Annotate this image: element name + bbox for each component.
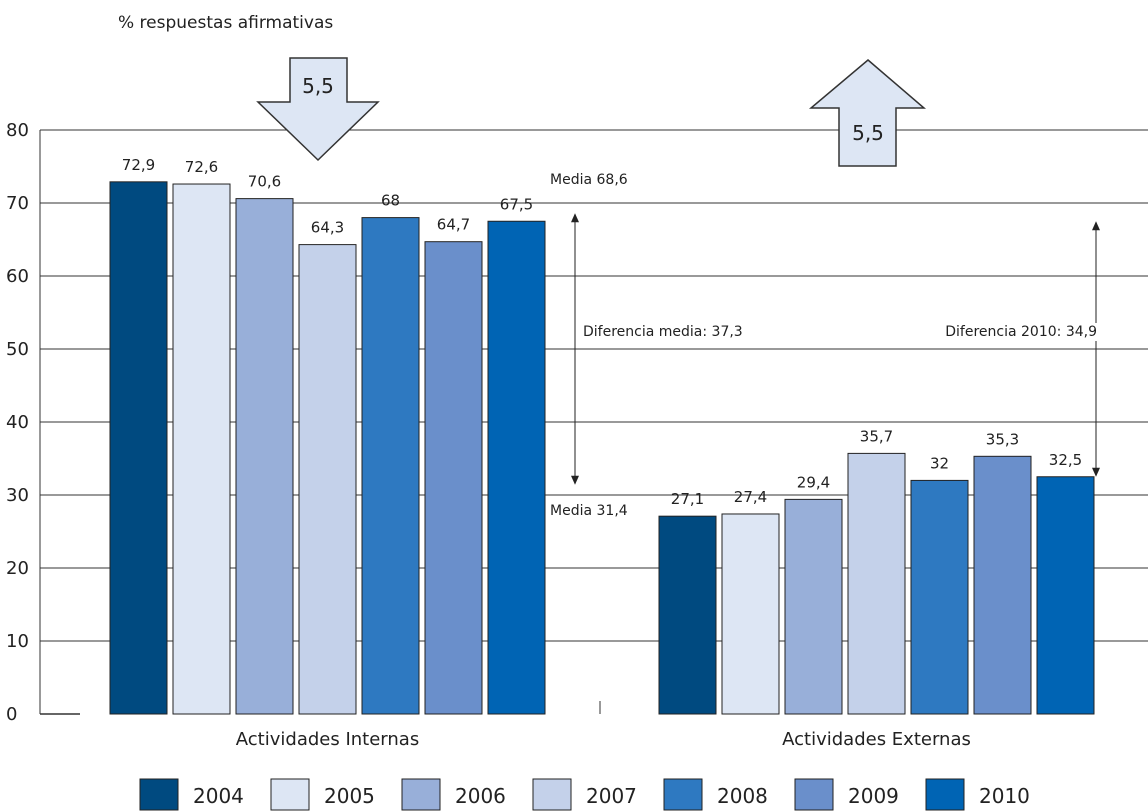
increase-arrow-label-bg: [849, 120, 887, 146]
bar-value-label: 27,1: [671, 490, 704, 508]
y-tick-label: 40: [6, 412, 29, 433]
y-tick-label: 50: [6, 339, 29, 360]
legend: 2004 2005 2006 2007 2008 2009 2010: [139, 778, 1030, 811]
legend-swatch-2009: [794, 778, 834, 811]
y-tick-label: 20: [6, 558, 29, 579]
reference-lines: Media 68,6 Media 31,4: [550, 172, 628, 519]
legend-label: 2005: [324, 784, 375, 808]
y-tick-label: 70: [6, 193, 29, 214]
legend-label: 2008: [717, 784, 768, 808]
legend-label: 2009: [848, 784, 899, 808]
bar-2007-1: [847, 452, 906, 715]
y-tick-label: 60: [6, 266, 29, 287]
bar-2010-1: [1036, 476, 1095, 715]
y-tick-label: 10: [6, 631, 29, 652]
legend-swatch-2010: [925, 778, 965, 811]
difference-label: Diferencia media: 37,3: [583, 324, 743, 340]
value-labels: 72,9 27,1 72,6 27,4 70,6 29,4 64,3 35,7 68 32 64,7…: [122, 156, 1082, 508]
bar-value-label: 27,4: [734, 488, 767, 506]
media-label-externas: Media 31,4: [550, 503, 628, 519]
bar-value-label: 29,4: [797, 473, 830, 491]
increase-arrow-icon: [808, 59, 927, 167]
bar-value-label: 32: [930, 454, 949, 472]
x-category-label: Actividades Internas: [236, 729, 419, 750]
y-axis-ticks: 0 10 20 30 40 50 60 70 80: [6, 120, 29, 725]
bar-2008-0: [361, 217, 420, 715]
bar-2004-1: [658, 515, 717, 715]
bar-2005-0: [172, 183, 231, 715]
bar-2009-0: [424, 241, 483, 715]
bar-2007-0: [298, 244, 357, 715]
arrowhead-up-icon: [1092, 221, 1100, 231]
legend-label: 2004: [193, 784, 244, 808]
decrease-arrow-label: 5,5: [302, 74, 334, 98]
bar-value-label: 35,3: [986, 430, 1019, 448]
bar-2010-0: [487, 220, 546, 715]
legend-swatch-2006: [401, 778, 441, 811]
legend-swatch-2005: [270, 778, 310, 811]
difference-label-bg: [580, 323, 746, 341]
bar-value-label: 32,5: [1049, 451, 1082, 469]
x-axis-categories: Actividades Internas Actividades Externas: [236, 729, 971, 750]
bar-value-label: 67,5: [500, 195, 533, 213]
increase-arrow-label: 5,5: [852, 121, 884, 145]
bar-value-label: 70,6: [248, 173, 281, 191]
bar-2006-1: [784, 498, 843, 715]
bar-2008-1: [910, 479, 969, 715]
x-category-label: Actividades Externas: [782, 729, 971, 750]
arrowhead-up-icon: [571, 213, 579, 223]
legend-swatch-2008: [663, 778, 703, 811]
bar-2004-0: [109, 181, 168, 715]
y-tick-label: 0: [6, 704, 17, 725]
bar-value-label: 72,9: [122, 156, 155, 174]
media-label-internas: Media 68,6: [550, 172, 628, 188]
legend-label: 2010: [979, 784, 1030, 808]
legend-swatch-2004: [139, 778, 179, 811]
bar-value-label: 72,6: [185, 158, 218, 176]
legend-label: 2007: [586, 784, 637, 808]
bars: [109, 181, 1095, 715]
bar-2009-1: [973, 455, 1032, 715]
bar-value-label: 64,7: [437, 216, 470, 234]
bar-value-label: 35,7: [860, 427, 893, 445]
arrowhead-down-icon: [1092, 467, 1100, 477]
difference-annotations: Diferencia media: 37,3 Diferencia 2010: 3…: [571, 213, 1100, 485]
bar-value-label: 68: [381, 192, 400, 210]
arrowhead-down-icon: [571, 475, 579, 485]
difference-label-bg: [942, 323, 1100, 341]
bar-2006-0: [235, 198, 294, 715]
bar-value-label: 64,3: [311, 219, 344, 237]
chart-title: % respuestas afirmativas: [118, 13, 333, 33]
legend-swatch-2007: [532, 778, 572, 811]
bar-2005-1: [721, 513, 780, 715]
y-tick-label: 30: [6, 485, 29, 506]
difference-label: Diferencia 2010: 34,9: [945, 324, 1097, 340]
decrease-arrow-icon: [256, 57, 380, 162]
change-arrows: 5,5 5,5: [256, 57, 927, 167]
y-tick-label: 80: [6, 120, 29, 141]
legend-label: 2006: [455, 784, 506, 808]
